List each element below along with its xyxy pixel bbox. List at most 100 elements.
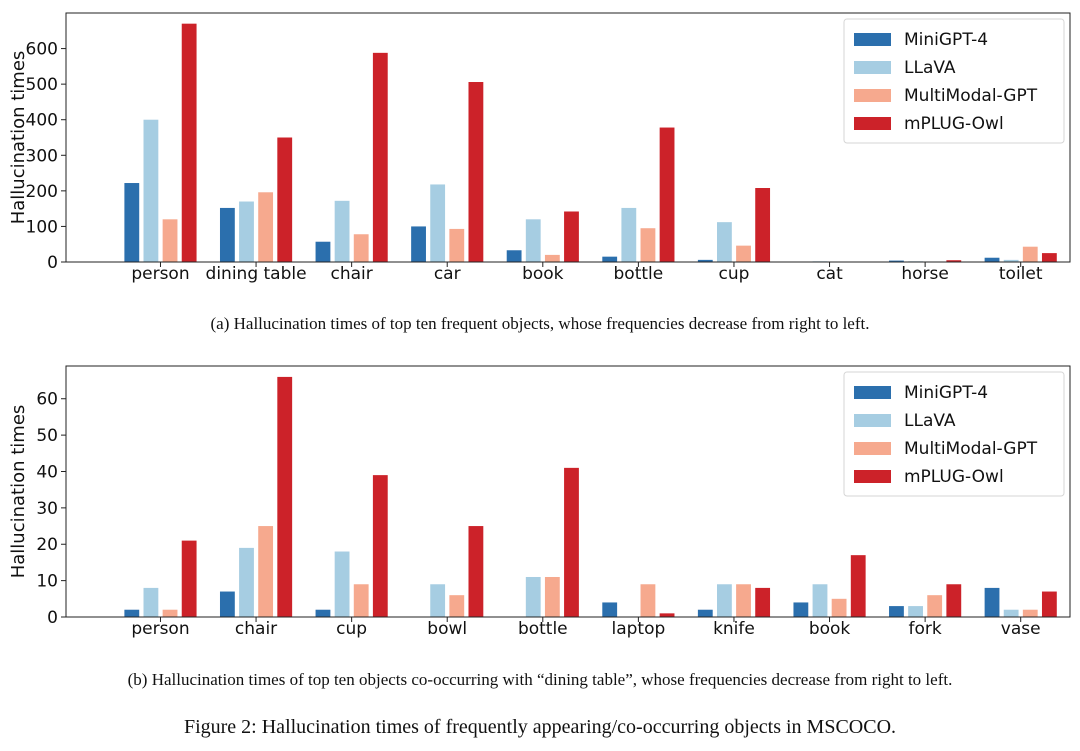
bar-minigpt-4-knife [697, 609, 713, 617]
bar-mplug-owl-book [564, 211, 579, 262]
bar-llava-fork [908, 606, 923, 617]
figure-caption: Figure 2: Hallucination times of frequen… [183, 716, 897, 738]
x-tick-label: chair [235, 619, 277, 639]
y-tick-label: 200 [26, 182, 58, 202]
bar-multimodal-gpt-knife [736, 584, 751, 617]
x-tick-label: vase [1001, 619, 1041, 639]
legend-box [843, 371, 1065, 497]
bar-minigpt-4-vase [984, 587, 1000, 617]
y-axis-label: Hallucination times [8, 51, 29, 225]
legend-swatch [854, 470, 891, 483]
bar-multimodal-gpt-car [449, 228, 465, 262]
x-tick-label: knife [713, 619, 755, 639]
caption-a: (a) Hallucination times of top ten frequ… [210, 314, 870, 333]
chart-a: 0 100 200 300 400 500 600 person dining table cha… [8, 12, 1071, 284]
bar-minigpt-4-book [793, 602, 809, 617]
bar-multimodal-gpt-chair [353, 234, 369, 262]
legend-label: MultiModal-GPT [904, 86, 1038, 106]
bar-mplug-owl-person [181, 540, 197, 617]
bar-llava-book [525, 219, 541, 262]
bar-minigpt-4-person [124, 183, 140, 262]
legend-a: MiniGPT-4 LLaVA MultiModal-GPT mPLUG-Owl [843, 18, 1065, 144]
bar-llava-chair [239, 547, 254, 617]
x-tick-label: horse [901, 264, 948, 284]
bar-multimodal-gpt-dining-table [258, 192, 274, 262]
bar-mplug-owl-chair [277, 376, 293, 617]
legend-swatch [854, 386, 891, 399]
bar-multimodal-gpt-laptop [640, 584, 656, 617]
bar-mplug-owl-dining-table [277, 137, 293, 262]
y-tick-label: 300 [26, 146, 58, 166]
bar-llava-bottle [621, 207, 637, 262]
bar-multimodal-gpt-vase [1022, 609, 1038, 617]
bar-minigpt-4-person [124, 609, 140, 617]
legend-swatch [854, 33, 891, 46]
y-tick-label: 10 [36, 572, 58, 592]
legend-swatch [854, 117, 891, 130]
x-tick-label: chair [331, 264, 373, 284]
bar-minigpt-4-chair [315, 241, 331, 262]
bar-llava-knife [717, 584, 732, 617]
legend-b: MiniGPT-4 LLaVA MultiModal-GPT mPLUG-Owl [843, 371, 1065, 497]
bar-mplug-owl-knife [755, 587, 771, 617]
bar-multimodal-gpt-fork [927, 595, 943, 617]
bar-multimodal-gpt-chair [258, 526, 274, 617]
bar-mplug-owl-bowl [468, 526, 484, 617]
x-tick-label: book [522, 264, 564, 284]
y-tick-label: 40 [36, 462, 58, 482]
bar-minigpt-4-dining-table [219, 207, 235, 262]
y-tick-label: 100 [26, 217, 58, 237]
y-tick-label: 50 [36, 426, 58, 446]
bar-minigpt-4-laptop [602, 602, 618, 617]
bar-multimodal-gpt-book [544, 254, 560, 262]
y-tick-label: 0 [47, 253, 58, 273]
legend-swatch [854, 442, 891, 455]
bar-mplug-owl-laptop [659, 613, 675, 617]
bar-mplug-owl-car [468, 82, 484, 262]
x-tick-label: bottle [614, 264, 664, 284]
x-tick-label: person [131, 619, 189, 639]
bar-minigpt-4-fork [889, 606, 904, 617]
legend-swatch [854, 414, 891, 427]
bar-multimodal-gpt-person [162, 609, 178, 617]
bar-mplug-owl-person [181, 23, 197, 263]
x-tick-label: fork [909, 619, 942, 639]
bar-llava-cup [717, 222, 732, 262]
bar-llava-chair [334, 200, 350, 262]
bar-multimodal-gpt-cup [736, 245, 751, 262]
y-tick-label: 400 [26, 111, 58, 131]
bar-mplug-owl-bottle [659, 127, 675, 262]
y-tick-label: 60 [36, 390, 58, 410]
bar-mplug-owl-cup [755, 188, 771, 262]
y-tick-label: 30 [36, 499, 58, 519]
y-tick-label: 500 [26, 75, 58, 95]
bar-multimodal-gpt-bottle [544, 576, 560, 617]
bar-llava-book [812, 584, 828, 617]
bar-llava-person [143, 587, 159, 617]
x-tick-label: bowl [427, 619, 467, 639]
bar-llava-car [430, 184, 446, 262]
caption-b: (b) Hallucination times of top ten objec… [127, 670, 953, 689]
x-tick-label: laptop [611, 619, 665, 639]
x-tick-label: cat [816, 264, 843, 284]
legend-label: LLaVA [904, 58, 956, 78]
bar-minigpt-4-chair [219, 591, 235, 617]
x-tick-label: toilet [999, 264, 1043, 284]
bar-multimodal-gpt-toilet [1022, 246, 1038, 262]
x-tick-label: cup [719, 264, 750, 284]
bar-minigpt-4-cup [315, 609, 331, 617]
chart-b: 0 10 20 30 40 50 60 person chair cup bowl bottle lap… [8, 365, 1071, 639]
bar-minigpt-4-toilet [984, 257, 1000, 262]
bar-mplug-owl-fork [946, 584, 962, 617]
bar-mplug-owl-book [850, 555, 866, 617]
bar-multimodal-gpt-person [162, 219, 178, 262]
legend-label: MiniGPT-4 [904, 30, 988, 50]
bar-llava-bowl [430, 584, 446, 617]
x-tick-label: cup [336, 619, 367, 639]
bar-minigpt-4-car [411, 226, 426, 262]
x-tick-label: car [434, 264, 461, 284]
bar-multimodal-gpt-bottle [640, 228, 656, 262]
legend-label: mPLUG-Owl [904, 114, 1004, 134]
bar-mplug-owl-bottle [564, 467, 579, 617]
